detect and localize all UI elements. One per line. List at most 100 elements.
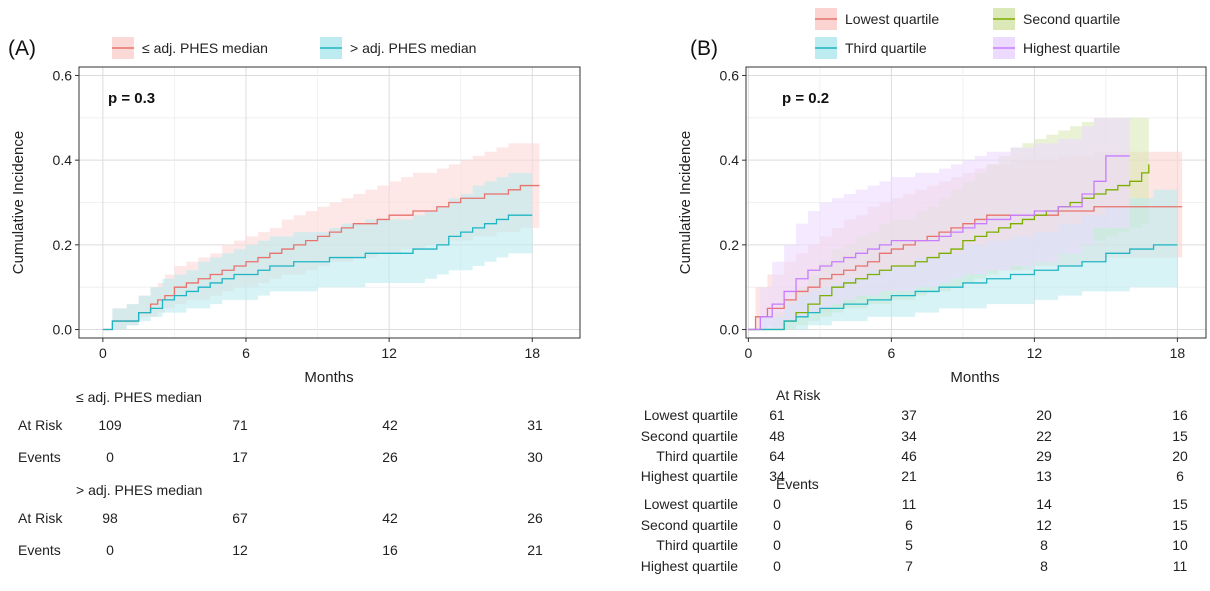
risk-cell: 64 (769, 448, 785, 464)
risk-cell: 37 (901, 407, 917, 423)
risk-cell: 7 (905, 558, 913, 574)
risk-row-label: Second quartile (641, 428, 739, 444)
series-line-3 (748, 155, 1130, 331)
risk-cell: 42 (382, 510, 398, 526)
risk-cell: 31 (527, 417, 543, 433)
p-value-annotation: p = 0.2 (782, 90, 829, 107)
risk-cell: 0 (106, 542, 114, 558)
risk-row-label: Lowest quartile (644, 407, 738, 423)
risk-row-label: Highest quartile (641, 558, 738, 574)
x-tick-label: 0 (99, 345, 107, 361)
risk-cell: 21 (527, 542, 543, 558)
confidence-band-1 (102, 168, 533, 330)
risk-cell: 13 (1036, 468, 1052, 484)
risk-cell: 30 (527, 449, 543, 465)
risk-section-title: Events (776, 476, 819, 492)
y-tick-label: 0.4 (53, 152, 73, 168)
risk-section-title: At Risk (776, 387, 821, 403)
legend: ≤ adj. PHES median > adj. PHES median (112, 37, 476, 59)
risk-cell: 15 (1172, 517, 1188, 533)
risk-table: ≤ adj. PHES median At Risk 109 71 42 31 Events… (18, 389, 543, 558)
risk-cell: 0 (106, 449, 114, 465)
risk-group-title: ≤ adj. PHES median (76, 389, 202, 405)
risk-cell: 11 (1173, 558, 1188, 574)
x-axis-label: Months (304, 369, 353, 386)
x-axis-label: Months (950, 369, 999, 386)
risk-row-label: Highest quartile (641, 468, 738, 484)
risk-cell: 34 (901, 428, 917, 444)
risk-cell: 42 (382, 417, 398, 433)
x-tick-label: 6 (887, 345, 895, 361)
series-line-1 (102, 214, 533, 331)
x-tick-label: 18 (1170, 345, 1186, 361)
legend-entry: Highest quartile (1023, 40, 1120, 56)
risk-cell: 6 (1176, 468, 1184, 484)
y-tick-label: 0.4 (720, 152, 740, 168)
risk-cell: 6 (905, 517, 913, 533)
risk-cell: 14 (1036, 496, 1052, 512)
risk-cell: 15 (1172, 496, 1188, 512)
risk-cell: 0 (773, 558, 781, 574)
risk-cell: 8 (1040, 537, 1048, 553)
x-tick-label: 6 (242, 345, 250, 361)
series-line-0 (102, 184, 540, 331)
x-tick-label: 12 (1027, 345, 1043, 361)
y-tick-label: 0.2 (720, 237, 740, 253)
plot-border (745, 66, 1207, 339)
plot-border (78, 66, 581, 339)
risk-row-label: At Risk (18, 417, 63, 433)
y-tick-label: 0.0 (53, 322, 73, 338)
risk-cell: 11 (902, 496, 917, 512)
risk-cell: 48 (769, 428, 785, 444)
x-tick-label: 18 (524, 345, 540, 361)
risk-cell: 29 (1036, 448, 1052, 464)
risk-cell: 15 (1172, 428, 1188, 444)
risk-row-label: Second quartile (641, 517, 739, 533)
risk-row-label: Events (18, 542, 61, 558)
risk-cell: 61 (769, 407, 785, 423)
risk-cell: 0 (773, 537, 781, 553)
y-tick-label: 0.0 (720, 322, 740, 338)
risk-cell: 21 (901, 468, 917, 484)
legend-entry: Lowest quartile (845, 11, 939, 27)
risk-cell: 16 (382, 542, 398, 558)
risk-cell: 16 (1172, 407, 1188, 423)
p-value-annotation: p = 0.3 (108, 90, 155, 107)
risk-cell: 10 (1172, 537, 1188, 553)
risk-cell: 22 (1036, 428, 1052, 444)
risk-cell: 20 (1172, 448, 1188, 464)
risk-group-title: > adj. PHES median (76, 482, 202, 498)
risk-cell: 98 (102, 510, 118, 526)
risk-cell: 8 (1040, 558, 1048, 574)
y-tick-label: 0.2 (53, 237, 73, 253)
legend: Lowest quartile Second quartile Third quar… (815, 8, 1121, 59)
risk-cell: 34 (769, 468, 785, 484)
risk-row-label: Third quartile (656, 537, 738, 553)
risk-cell: 26 (382, 449, 398, 465)
y-tick-label: 0.6 (720, 67, 740, 83)
panel-label: (A) (8, 37, 36, 60)
y-tick-label: 0.6 (53, 67, 73, 83)
risk-row-label: Third quartile (656, 448, 738, 464)
risk-cell: 5 (905, 537, 913, 553)
risk-cell: 0 (773, 496, 781, 512)
risk-cell: 46 (901, 448, 917, 464)
legend-entry: Second quartile (1023, 11, 1121, 27)
risk-cell: 71 (232, 417, 248, 433)
risk-row-label: Events (18, 449, 61, 465)
risk-row-label: Lowest quartile (644, 496, 738, 512)
x-tick-label: 12 (381, 345, 397, 361)
series-line-2 (748, 244, 1178, 331)
risk-cell: 12 (1036, 517, 1052, 533)
risk-cell: 20 (1036, 407, 1052, 423)
legend-entry: ≤ adj. PHES median (142, 40, 268, 56)
x-tick-label: 0 (744, 345, 752, 361)
risk-cell: 109 (98, 417, 122, 433)
risk-cell: 12 (232, 542, 248, 558)
risk-cell: 0 (773, 517, 781, 533)
y-axis-label: Cumulative Incidence (677, 131, 694, 274)
chart-panel-0: 0.0 0.2 0.4 0.6 0 6 12 18 Months Cumulative Incid… (8, 37, 581, 558)
legend-entry: Third quartile (845, 40, 927, 56)
